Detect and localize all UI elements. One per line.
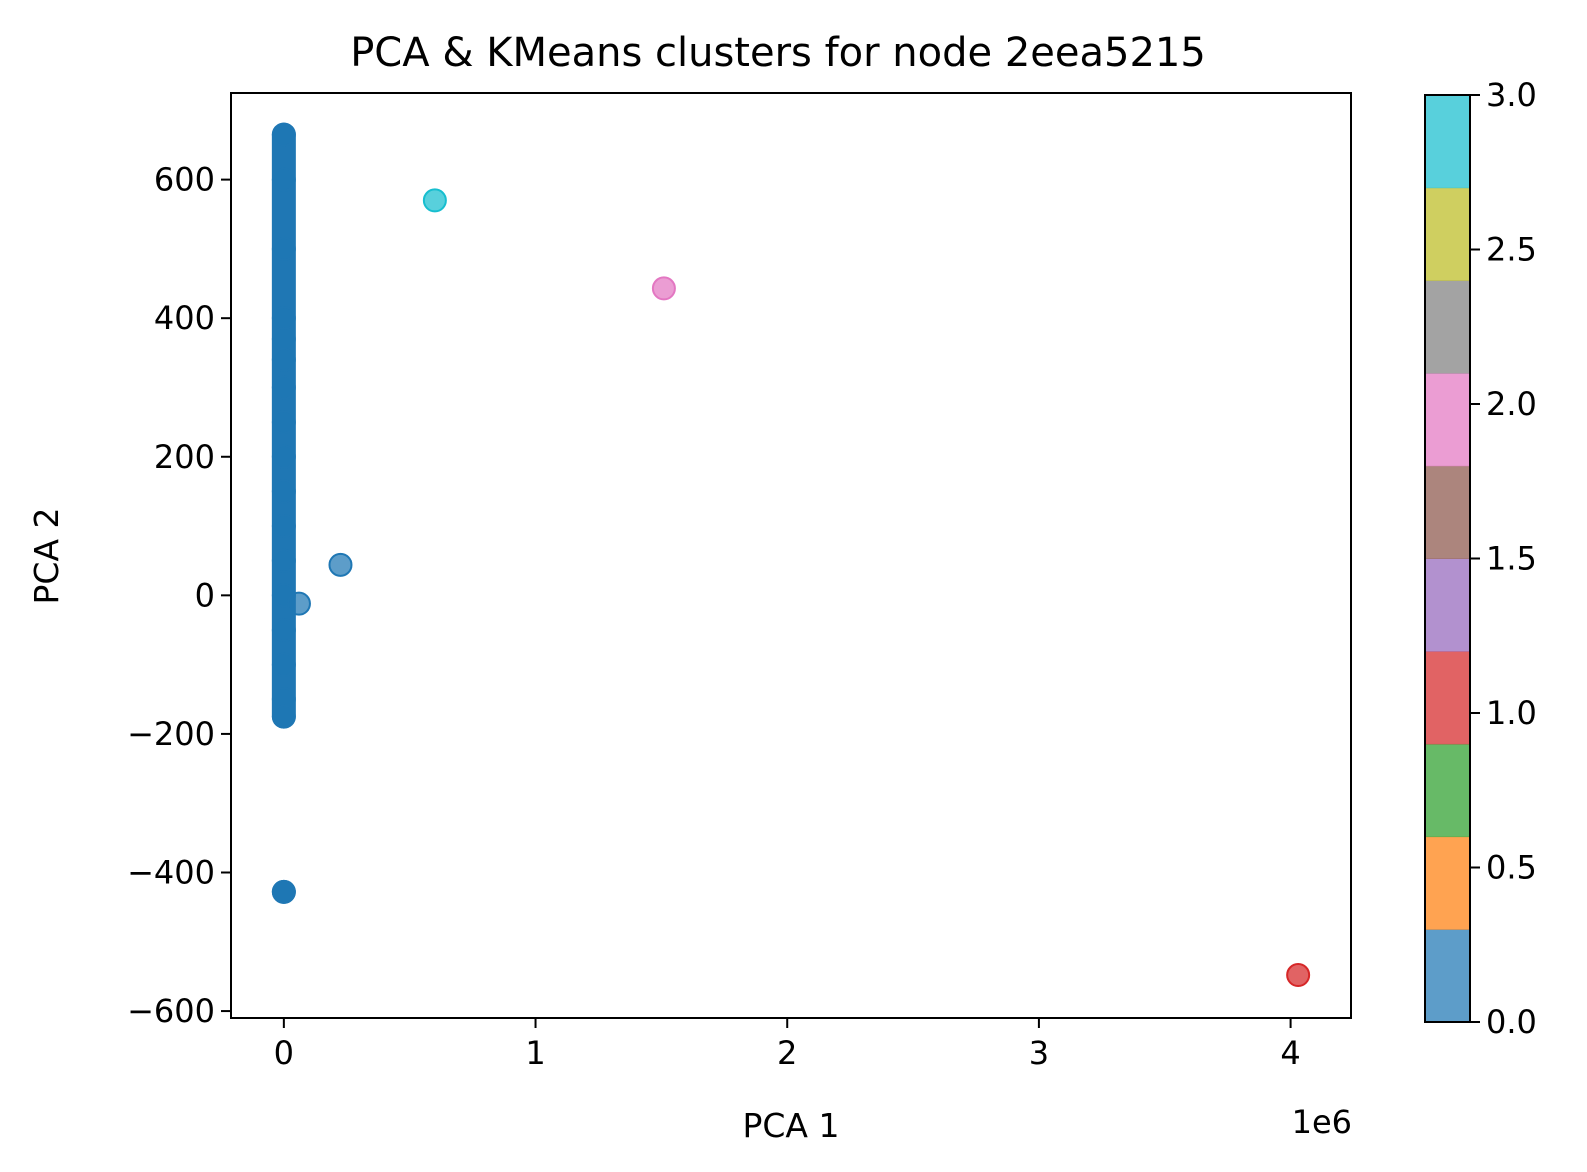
colorbar-segment: [1425, 836, 1470, 930]
x-tick-label: 4: [1280, 1034, 1300, 1072]
x-tick-label: 1: [525, 1034, 545, 1072]
data-point: [651, 276, 676, 301]
x-tick-label: 0: [274, 1034, 294, 1072]
colorbar-ticks: 0.0 0.5 1.0 1.5 2.0 2.5 3.0: [1470, 76, 1537, 1041]
y-tick-label: −400: [127, 853, 215, 891]
colorbar-segment: [1425, 373, 1470, 467]
data-point: [271, 326, 296, 351]
data-point: [286, 591, 311, 616]
x-axis-offset-label: 1e6: [1292, 1103, 1352, 1141]
data-point: [271, 410, 296, 435]
data-point: [328, 552, 353, 577]
data-point: [271, 167, 296, 192]
colorbar-segment: [1425, 558, 1470, 652]
x-axis-ticks: 0 1 2 3 4: [274, 1018, 1301, 1072]
y-axis-label: PCA 2: [27, 507, 66, 604]
colorbar-segment: [1425, 95, 1470, 189]
data-point: [271, 444, 296, 469]
data-point: [271, 879, 296, 904]
colorbar-segment: [1425, 465, 1470, 559]
colorbar-tick-label: 1.5: [1486, 540, 1537, 578]
colorbar-segment: [1425, 280, 1470, 374]
colorbar-tick-label: 3.0: [1486, 76, 1537, 114]
y-tick-label: 600: [154, 161, 215, 199]
data-point: [271, 548, 296, 573]
y-tick-label: −600: [127, 992, 215, 1030]
colorbar-tick-label: 1.0: [1486, 694, 1537, 732]
y-tick-label: 400: [154, 299, 215, 337]
data-point: [271, 236, 296, 261]
data-point: [271, 122, 296, 147]
y-axis-ticks: −600 −400 −200 0 200 400 600: [127, 161, 231, 1030]
data-points: [271, 122, 1311, 988]
x-axis-label: PCA 1: [742, 1106, 839, 1145]
plot-area: [230, 92, 1352, 1019]
colorbar-tick-label: 2.0: [1486, 385, 1537, 423]
x-tick-label: 3: [1029, 1034, 1049, 1072]
chart-title: PCA & KMeans clusters for node 2eea5215: [350, 30, 1206, 76]
data-point: [1286, 963, 1311, 988]
y-tick-label: 0: [195, 576, 215, 614]
data-point: [271, 652, 296, 677]
data-point: [271, 306, 296, 331]
colorbar-segment: [1425, 929, 1470, 1023]
colorbar-segment: [1425, 743, 1470, 838]
data-point: [271, 514, 296, 539]
data-point: [271, 617, 296, 642]
colorbar-tick-label: 0.0: [1486, 1003, 1537, 1041]
data-point: [271, 704, 296, 729]
data-point: [422, 188, 447, 213]
y-tick-label: 200: [154, 438, 215, 476]
y-tick-label: −200: [127, 715, 215, 753]
colorbar-tick-label: 2.5: [1486, 231, 1537, 269]
plot-frame: [230, 92, 1352, 1019]
data-point: [271, 347, 296, 372]
colorbar-tick-label: 0.5: [1486, 849, 1537, 887]
colorbar-segment: [1425, 651, 1470, 745]
data-point: [271, 375, 296, 400]
x-tick-label: 2: [777, 1034, 797, 1072]
colorbar: [1424, 94, 1471, 1023]
data-point: [271, 479, 296, 504]
colorbar-segment: [1425, 187, 1470, 281]
